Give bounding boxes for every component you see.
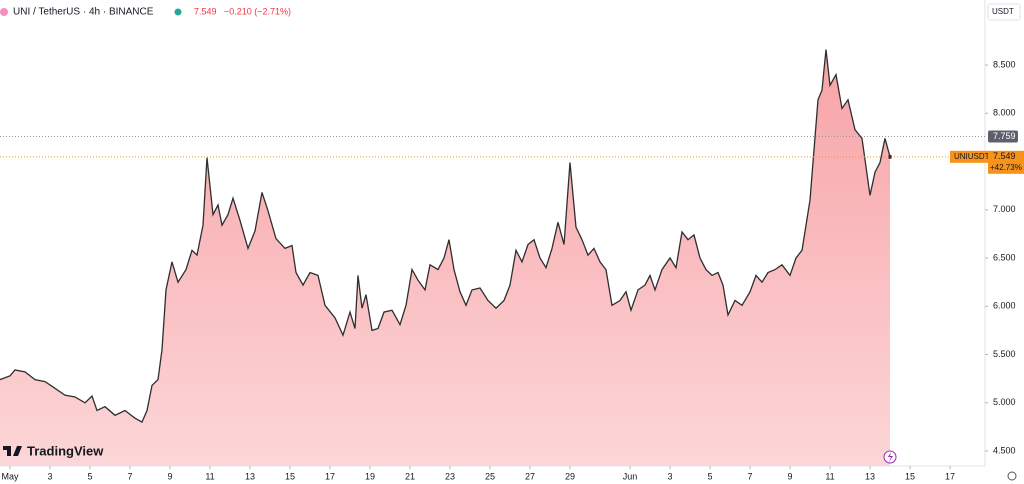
x-tick-label: 3 [47,471,52,481]
x-tick-label: Jun [623,471,638,481]
x-tick-label: 17 [945,471,955,481]
area-fill [0,49,890,466]
x-tick-label: 21 [405,471,415,481]
logo: TradingView [3,443,104,458]
currency-button[interactable] [987,3,1021,21]
x-tick-label: 23 [445,471,455,481]
symbol-title: UNI / TetherUS · 4h · BINANCE [13,7,154,18]
currency[interactable]: USDT [992,7,1014,16]
logo-text: TradingView [27,443,104,458]
reference-label: 7.759 [993,131,1016,141]
y-tick-label: 5.000 [993,397,1016,407]
y-tick-label: 6.000 [993,301,1016,311]
last-price-box [988,150,1024,174]
x-tick-label: 5 [87,471,92,481]
settings-icon[interactable] [1007,471,1017,481]
x-tick-label: 13 [245,471,255,481]
y-tick-label: 7.000 [993,204,1016,214]
market-status [174,8,182,16]
logo-mark [3,446,22,456]
x-tick-label: 7 [127,471,132,481]
header-change: −0.210 (−2.71%) [224,6,291,16]
last-change-label: +42.73% [990,163,1022,172]
y-tick-label: 8.000 [993,108,1016,118]
y-tick-label: 5.500 [993,349,1016,359]
x-tick-label: 19 [365,471,375,481]
x-tick-label: 15 [285,471,295,481]
x-tick-label: 29 [565,471,575,481]
header-price: 7.549 [194,6,217,16]
x-tick-label: 13 [865,471,875,481]
x-tick-label: 15 [905,471,915,481]
y-tick-label: 6.500 [993,252,1016,262]
y-tick-label: 8.500 [993,59,1016,69]
x-tick-label: 17 [325,471,335,481]
x-tick-label: 11 [205,471,214,481]
price-line [0,49,891,424]
x-tick-label: 3 [667,471,672,481]
ticker-label: UNIUSDT [954,152,990,161]
last-price-label: 7.549 [993,151,1016,161]
last-point [888,154,892,159]
x-tick-label: 9 [167,471,172,481]
x-tick-label: May [1,471,19,481]
x-tick-label: 7 [747,471,752,481]
x-tick-label: 27 [525,471,535,481]
x-tick-label: 25 [485,471,495,481]
ticker-box [950,150,988,163]
x-tick-label: 9 [787,471,792,481]
events-bolt [888,452,893,462]
reference-label-box [988,130,1018,143]
y-tick-label: 4.500 [993,445,1016,455]
plot-area [0,49,892,466]
x-tick-label: 5 [707,471,712,481]
symbol-icon [0,8,8,16]
x-tick-label: 11 [825,471,834,481]
